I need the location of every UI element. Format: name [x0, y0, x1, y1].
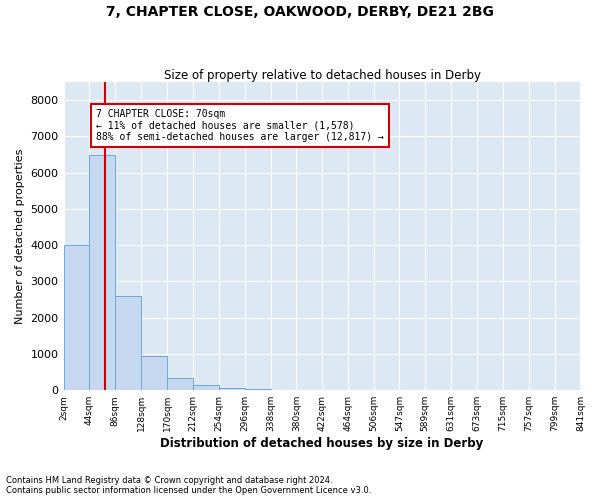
- Text: 7, CHAPTER CLOSE, OAKWOOD, DERBY, DE21 2BG: 7, CHAPTER CLOSE, OAKWOOD, DERBY, DE21 2…: [106, 5, 494, 19]
- Text: Contains HM Land Registry data © Crown copyright and database right 2024.
Contai: Contains HM Land Registry data © Crown c…: [6, 476, 371, 495]
- Bar: [64, 245, 89, 390]
- Bar: [167, 378, 193, 390]
- X-axis label: Distribution of detached houses by size in Derby: Distribution of detached houses by size …: [160, 437, 484, 450]
- Bar: [115, 296, 141, 390]
- Bar: [89, 154, 115, 390]
- Text: 7 CHAPTER CLOSE: 70sqm
← 11% of detached houses are smaller (1,578)
88% of semi-: 7 CHAPTER CLOSE: 70sqm ← 11% of detached…: [96, 109, 384, 142]
- Title: Size of property relative to detached houses in Derby: Size of property relative to detached ho…: [164, 69, 481, 82]
- Bar: [245, 389, 271, 390]
- Bar: [141, 356, 167, 390]
- Y-axis label: Number of detached properties: Number of detached properties: [15, 148, 25, 324]
- Bar: [219, 388, 245, 390]
- Bar: [193, 385, 219, 390]
